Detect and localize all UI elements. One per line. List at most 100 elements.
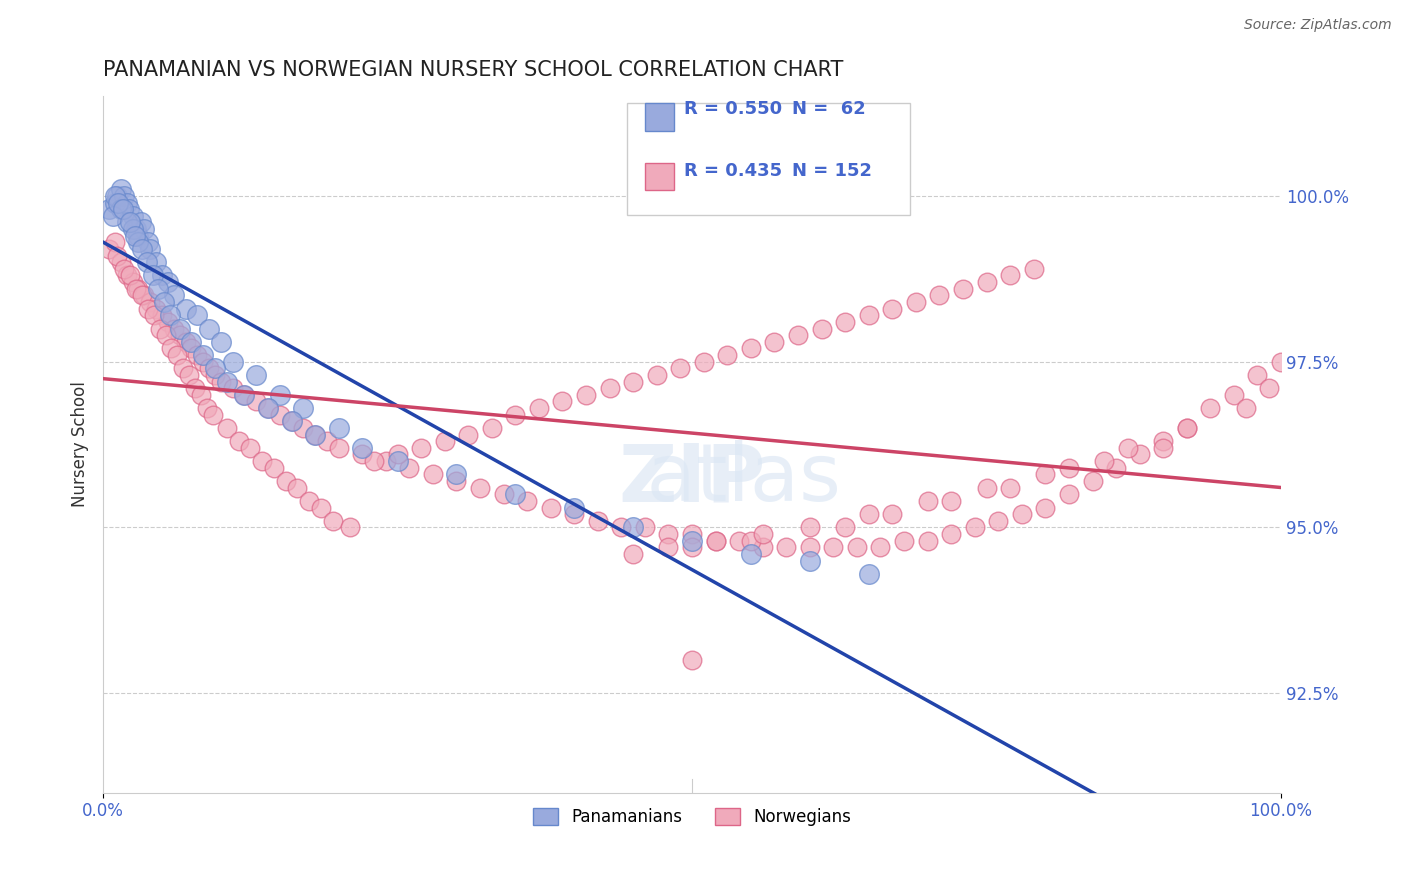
Point bbox=[1199, 401, 1222, 415]
Point bbox=[204, 368, 226, 382]
Point bbox=[763, 334, 786, 349]
Point bbox=[1152, 434, 1174, 449]
Point bbox=[681, 527, 703, 541]
Point bbox=[169, 328, 191, 343]
Point bbox=[998, 481, 1021, 495]
Point bbox=[127, 228, 149, 243]
Point bbox=[145, 255, 167, 269]
Point bbox=[1011, 507, 1033, 521]
Text: ZIP: ZIP bbox=[619, 441, 766, 518]
Point bbox=[1175, 421, 1198, 435]
Text: Source: ZipAtlas.com: Source: ZipAtlas.com bbox=[1244, 18, 1392, 32]
Point bbox=[928, 288, 950, 302]
Point bbox=[1057, 487, 1080, 501]
Point bbox=[716, 348, 738, 362]
Point bbox=[118, 202, 141, 216]
Point bbox=[704, 533, 727, 548]
Point bbox=[352, 448, 374, 462]
Point bbox=[316, 434, 339, 449]
Point bbox=[998, 268, 1021, 283]
Point bbox=[269, 388, 291, 402]
Point bbox=[186, 348, 208, 362]
Point bbox=[398, 460, 420, 475]
Point bbox=[110, 182, 132, 196]
Point bbox=[184, 381, 207, 395]
Point bbox=[681, 541, 703, 555]
Point bbox=[107, 195, 129, 210]
Point bbox=[799, 541, 821, 555]
Point bbox=[209, 375, 232, 389]
Point bbox=[634, 520, 657, 534]
Point bbox=[858, 308, 880, 322]
Point bbox=[304, 427, 326, 442]
Point bbox=[1270, 354, 1292, 368]
Point bbox=[104, 195, 127, 210]
Point bbox=[728, 533, 751, 548]
Point bbox=[136, 301, 159, 316]
Point bbox=[1129, 448, 1152, 462]
Point bbox=[917, 494, 939, 508]
Point bbox=[190, 388, 212, 402]
Text: R = 0.550: R = 0.550 bbox=[683, 100, 782, 118]
Point bbox=[163, 288, 186, 302]
Point bbox=[110, 202, 132, 216]
Point bbox=[115, 215, 138, 229]
Point bbox=[139, 295, 162, 310]
Point bbox=[98, 202, 121, 216]
Point bbox=[193, 354, 215, 368]
Point bbox=[193, 348, 215, 362]
Point bbox=[904, 295, 927, 310]
Point bbox=[292, 401, 315, 415]
Point bbox=[186, 308, 208, 322]
Point bbox=[527, 401, 550, 415]
Point bbox=[204, 361, 226, 376]
Point bbox=[129, 215, 152, 229]
Point bbox=[810, 321, 832, 335]
Point bbox=[704, 533, 727, 548]
FancyBboxPatch shape bbox=[645, 103, 675, 131]
Point bbox=[120, 215, 142, 229]
Point bbox=[142, 268, 165, 283]
Point bbox=[775, 541, 797, 555]
Point bbox=[153, 295, 176, 310]
Point bbox=[134, 222, 156, 236]
Text: N =  62: N = 62 bbox=[792, 100, 866, 118]
Point bbox=[1081, 474, 1104, 488]
Point bbox=[1022, 261, 1045, 276]
Point bbox=[740, 533, 762, 548]
Point bbox=[124, 228, 146, 243]
Point bbox=[799, 520, 821, 534]
Point bbox=[280, 414, 302, 428]
Point bbox=[280, 414, 302, 428]
Point bbox=[136, 235, 159, 250]
Point bbox=[834, 520, 856, 534]
Text: N = 152: N = 152 bbox=[792, 162, 872, 180]
Point bbox=[492, 487, 515, 501]
Point bbox=[198, 361, 221, 376]
Point bbox=[411, 441, 433, 455]
Point bbox=[1035, 467, 1057, 482]
Point bbox=[858, 566, 880, 581]
Point bbox=[112, 202, 135, 216]
Legend: Panamanians, Norwegians: Panamanians, Norwegians bbox=[526, 802, 858, 833]
Point bbox=[516, 494, 538, 508]
Point bbox=[125, 222, 148, 236]
Point bbox=[505, 408, 527, 422]
Point bbox=[882, 301, 904, 316]
Point bbox=[941, 527, 963, 541]
Point bbox=[104, 189, 127, 203]
Point bbox=[328, 441, 350, 455]
Point bbox=[976, 481, 998, 495]
Point bbox=[121, 222, 143, 236]
Text: atlas: atlas bbox=[544, 441, 841, 518]
Point bbox=[112, 261, 135, 276]
Point bbox=[1152, 441, 1174, 455]
Point bbox=[201, 408, 224, 422]
Point bbox=[195, 401, 218, 415]
Point bbox=[121, 209, 143, 223]
Point bbox=[540, 500, 562, 515]
Point bbox=[740, 342, 762, 356]
Point bbox=[134, 288, 156, 302]
Point bbox=[987, 514, 1010, 528]
Point bbox=[963, 520, 986, 534]
